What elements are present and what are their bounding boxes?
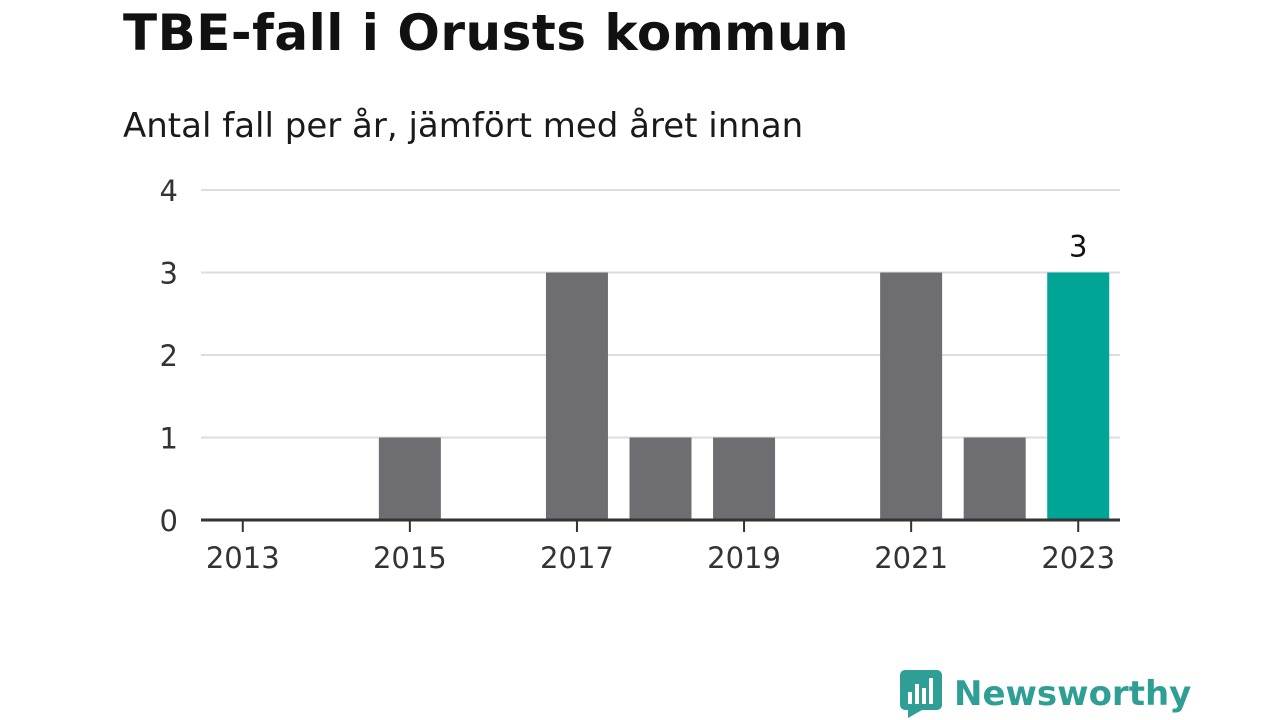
bar-2019: [713, 437, 776, 520]
y-tick-label: 1: [160, 422, 178, 456]
bar-2023: [1047, 272, 1110, 520]
x-tick-label: 2019: [707, 541, 781, 575]
brand-logo: Newsworthy: [900, 670, 1191, 718]
x-tick-label: 2013: [206, 541, 280, 575]
y-tick-label: 0: [160, 504, 178, 538]
chart-title: TBE-fall i Orusts kommun: [123, 4, 850, 62]
bar-2018: [629, 437, 692, 520]
bar-2022: [963, 437, 1026, 520]
bar-2017: [545, 272, 608, 520]
x-tick-label: 2021: [874, 541, 948, 575]
y-tick-label: 2: [160, 339, 178, 373]
y-axis-tick-labels: 0 1 2 3 4: [160, 174, 178, 538]
y-tick-label: 3: [160, 257, 178, 291]
x-tick-label: 2015: [373, 541, 447, 575]
bars: [378, 272, 1110, 520]
newsworthy-logo-icon: [900, 670, 942, 718]
x-tick-label: 2017: [540, 541, 614, 575]
data-labels: 3: [1069, 230, 1087, 264]
y-tick-label: 4: [160, 174, 178, 208]
x-tick-label: 2023: [1041, 541, 1115, 575]
data-label-2023: 3: [1069, 230, 1087, 264]
x-axis: [201, 518, 1120, 532]
chart-subtitle: Antal fall per år, jämfört med året inna…: [123, 106, 804, 146]
bar-2021: [880, 272, 943, 520]
bar-2015: [378, 437, 441, 520]
x-axis-tick-labels: 2013 2015 2017 2019 2021 2023: [206, 541, 1115, 575]
grid-lines: [201, 189, 1120, 439]
brand-name: Newsworthy: [954, 674, 1192, 714]
